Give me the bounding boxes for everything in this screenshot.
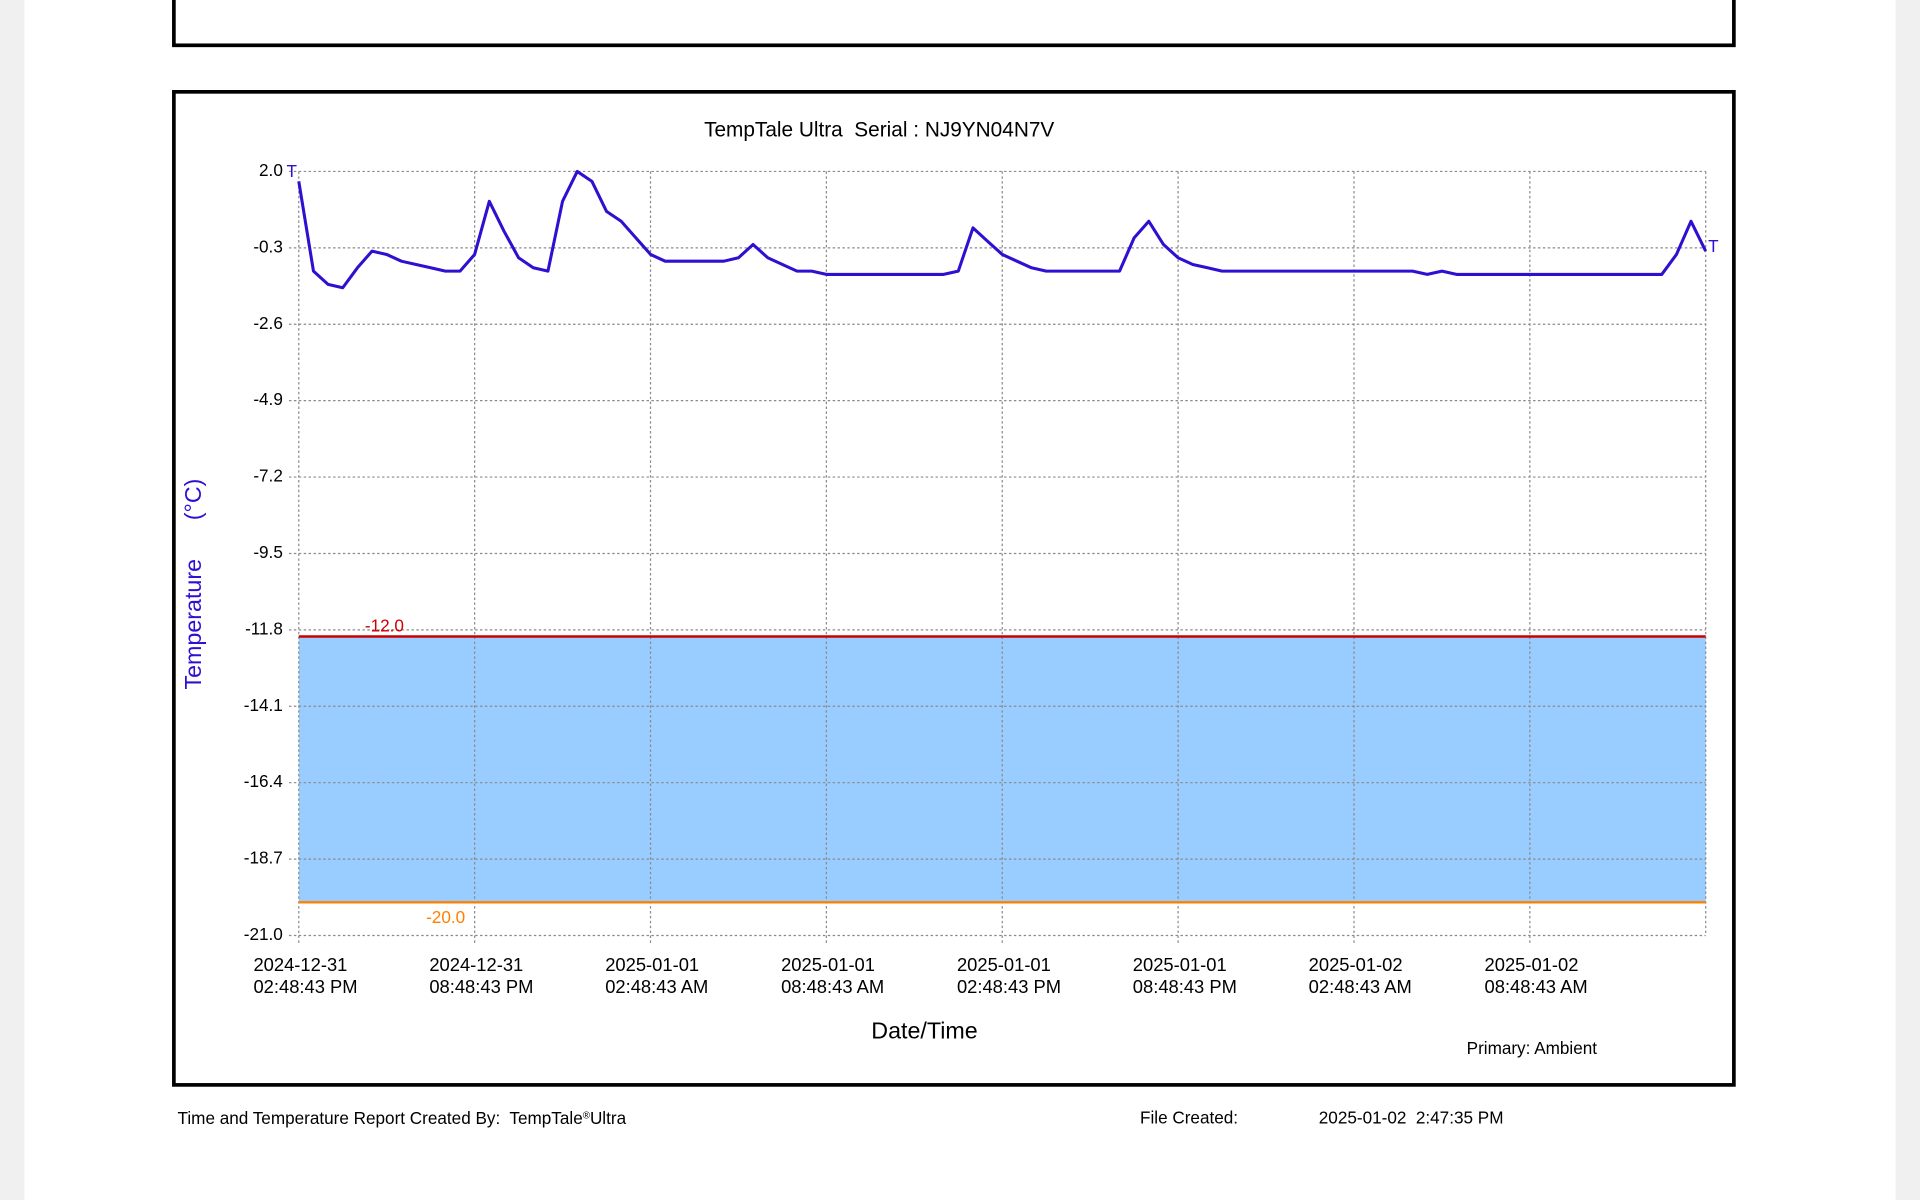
y-tick-label: -2.6 <box>253 313 283 333</box>
top-frame <box>172 0 1736 48</box>
y-tick-label: -7.2 <box>253 466 283 486</box>
threshold-label: -12.0 <box>365 615 404 635</box>
created-by: Time and Temperature Report Created By: … <box>178 1108 583 1128</box>
x-tick-label: 08:48:43 AM <box>1485 976 1588 997</box>
x-tick-label: 02:48:43 AM <box>1309 976 1412 997</box>
x-tick-label: 02:48:43 PM <box>253 976 357 997</box>
y-tick-label: -11.8 <box>245 618 283 638</box>
annotation: Primary: Ambient <box>1467 1038 1598 1058</box>
x-tick-label: 2025-01-02 <box>1485 954 1579 975</box>
x-tick-label: 02:48:43 AM <box>605 976 708 997</box>
plot: 2.0 -0.3 -2.6 -4.9 -7.2 -9.5 -11.8 -14.1 -16.4 -1… <box>244 160 1719 997</box>
x-tick-label: 08:48:43 AM <box>781 976 884 997</box>
threshold-label: -20.0 <box>426 907 465 927</box>
y-tick-label: 2.0 <box>259 160 283 180</box>
y-tick-label: -21.0 <box>244 924 283 944</box>
footer-created-by: Time and Temperature Report Created By: … <box>178 1108 627 1128</box>
file-created-label: File Created: <box>1140 1108 1238 1128</box>
end-marker: T <box>1708 236 1719 256</box>
x-tick-label: 2025-01-01 <box>1133 954 1227 975</box>
chart-frame <box>172 90 1736 1087</box>
temperature-line <box>297 169 1708 290</box>
x-tick-label: 02:48:43 PM <box>957 976 1061 997</box>
y-axis-label: Temperature (°C) <box>180 479 206 690</box>
y-tick-label: -16.4 <box>244 771 284 791</box>
file-created: 2025-01-02 2:47:35 PM <box>1319 1108 1504 1128</box>
x-tick-label: 2025-01-01 <box>781 954 875 975</box>
x-tick-label: 2024-12-31 <box>429 954 523 975</box>
y-tick-label: -0.3 <box>253 236 283 256</box>
start-marker: T <box>287 161 298 181</box>
y-tick-label: -4.9 <box>253 389 283 409</box>
x-axis-label: Date/Time <box>871 1017 977 1043</box>
x-tick-label: 2025-01-01 <box>957 954 1051 975</box>
chart-title: TempTale Ultra Serial : NJ9YN04N7V <box>704 119 1054 142</box>
y-tick-label: -9.5 <box>253 542 283 562</box>
product: Ultra <box>590 1108 627 1128</box>
x-tick-label: 2024-12-31 <box>253 954 347 975</box>
x-tick-label: 2025-01-02 <box>1309 954 1403 975</box>
y-tick-label: -18.7 <box>244 848 283 868</box>
x-tick-label: 08:48:43 PM <box>429 976 533 997</box>
y-tick-label: -14.1 <box>244 695 283 715</box>
registered-mark: ® <box>583 1110 591 1121</box>
x-tick-label: 2025-01-01 <box>605 954 699 975</box>
x-tick-label: 08:48:43 PM <box>1133 976 1237 997</box>
